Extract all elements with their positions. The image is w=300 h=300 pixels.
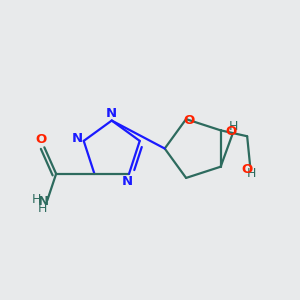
Text: O: O [183, 114, 195, 127]
Text: O: O [36, 134, 47, 146]
Text: H: H [38, 202, 48, 215]
Text: O: O [225, 125, 237, 138]
Text: H: H [247, 167, 256, 180]
Text: N: N [37, 195, 48, 208]
Text: N: N [122, 175, 133, 188]
Text: O: O [242, 163, 253, 176]
Text: N: N [72, 132, 83, 145]
Text: H: H [229, 121, 239, 134]
Text: N: N [106, 107, 117, 120]
Text: H: H [32, 193, 41, 206]
